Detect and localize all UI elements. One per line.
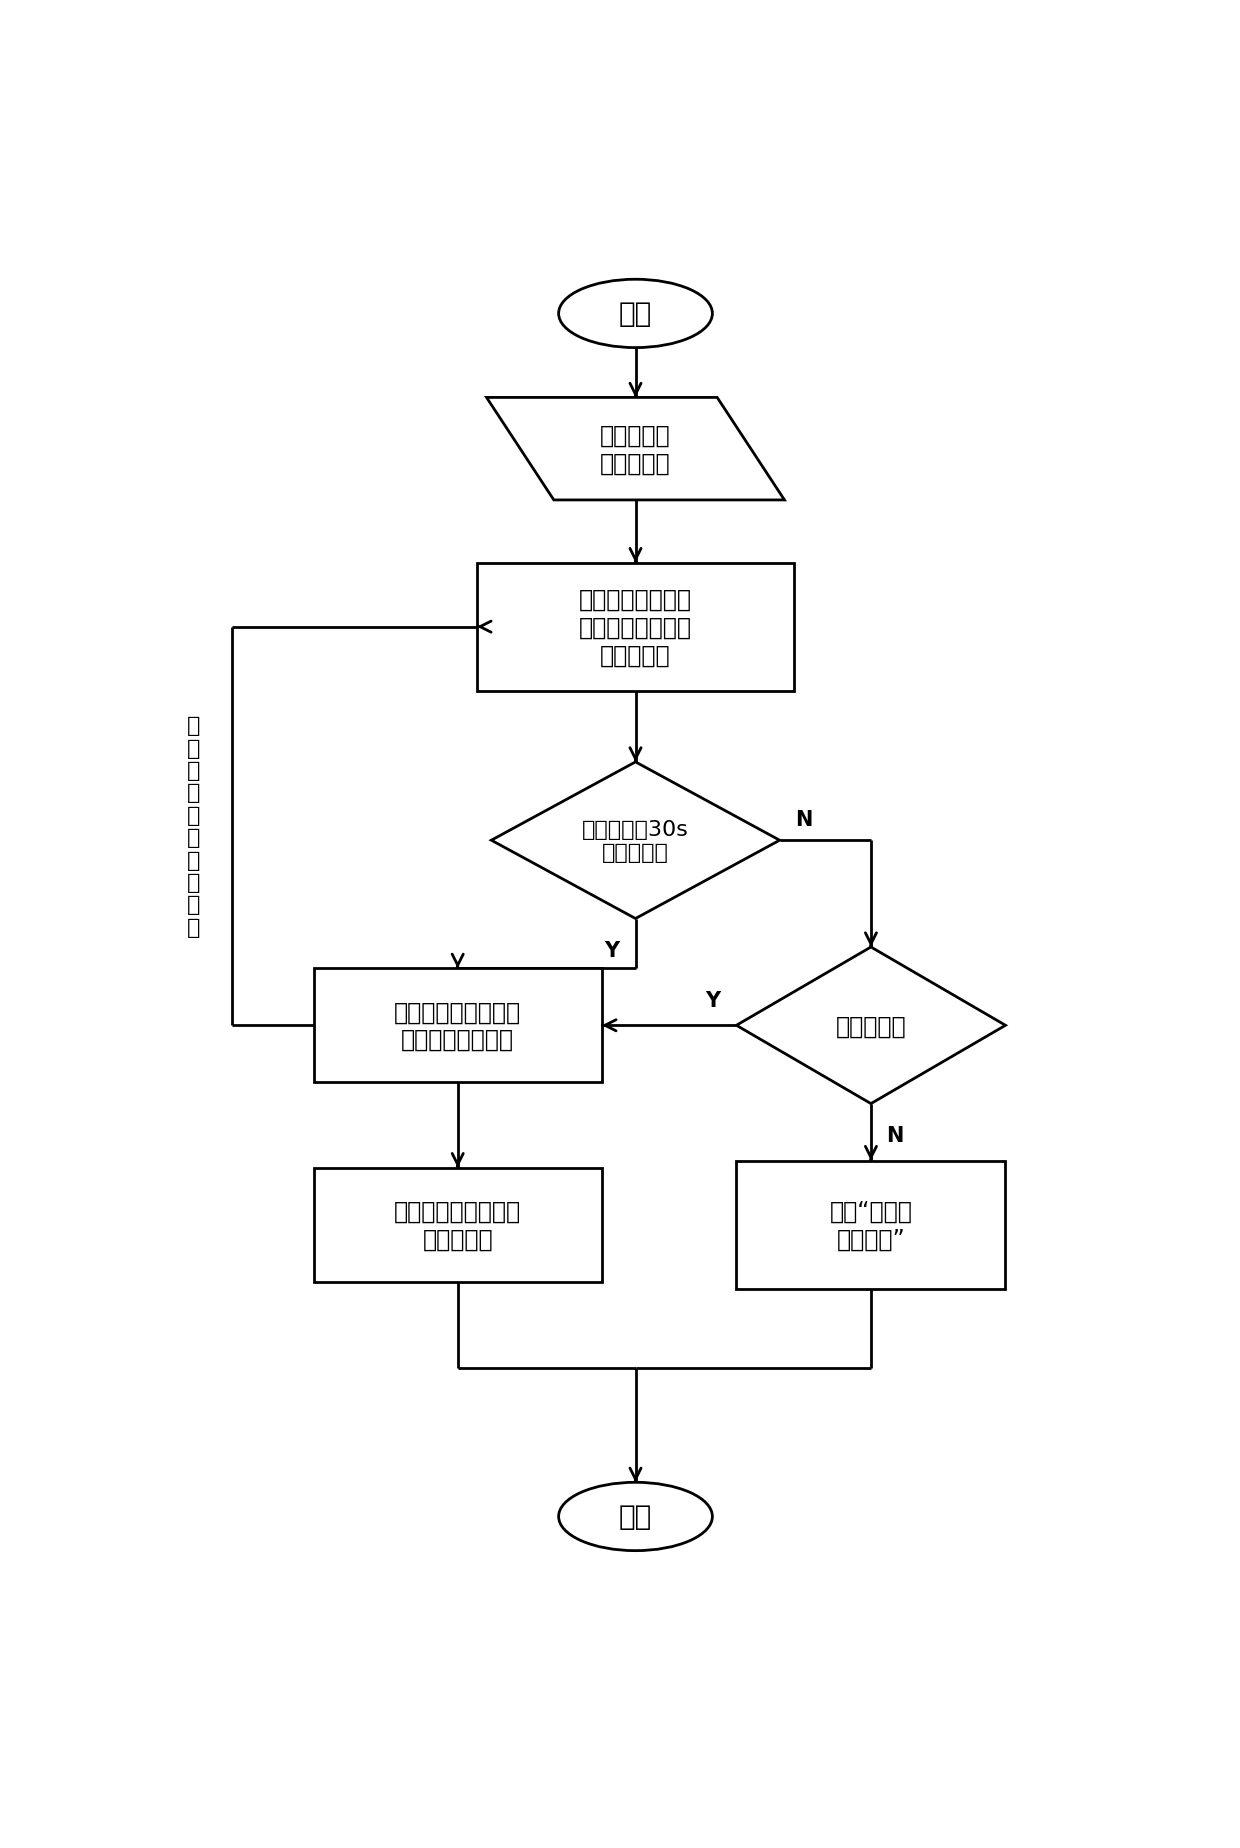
Text: 输入被检计
量器具信息: 输入被检计 量器具信息 bbox=[600, 423, 671, 475]
Text: 检定完成，输出原始
记录电子版: 检定完成，输出原始 记录电子版 bbox=[394, 1199, 521, 1251]
Text: 开始改流量点的示値
误差和重复性检定: 开始改流量点的示値 误差和重复性检定 bbox=[394, 1000, 521, 1052]
Text: 开
始
一
下
个
流
量
点
检
定: 开 始 一 下 个 流 量 点 检 定 bbox=[187, 715, 200, 937]
Text: 流量点稳定: 流量点稳定 bbox=[836, 1015, 906, 1039]
Ellipse shape bbox=[558, 1482, 712, 1550]
Bar bbox=[477, 564, 794, 691]
Bar bbox=[737, 1161, 1006, 1290]
Polygon shape bbox=[486, 397, 785, 501]
Text: Y: Y bbox=[604, 941, 619, 961]
Text: 依据输入被检计量
器具流量范围设置
检定流量点: 依据输入被检计量 器具流量范围设置 检定流量点 bbox=[579, 588, 692, 667]
Bar bbox=[314, 968, 601, 1083]
Text: N: N bbox=[887, 1125, 904, 1146]
Text: 开始: 开始 bbox=[619, 299, 652, 329]
Bar bbox=[314, 1168, 601, 1283]
Ellipse shape bbox=[558, 281, 712, 349]
Text: Y: Y bbox=[704, 991, 720, 1011]
Text: N: N bbox=[795, 809, 812, 830]
Polygon shape bbox=[737, 948, 1006, 1103]
Polygon shape bbox=[491, 763, 780, 918]
Text: 输出“请检查
检定装置”: 输出“请检查 检定装置” bbox=[830, 1199, 913, 1251]
Text: 结束: 结束 bbox=[619, 1502, 652, 1530]
Text: 检定流量点30s
后是否稳定: 检定流量点30s 后是否稳定 bbox=[582, 819, 689, 863]
